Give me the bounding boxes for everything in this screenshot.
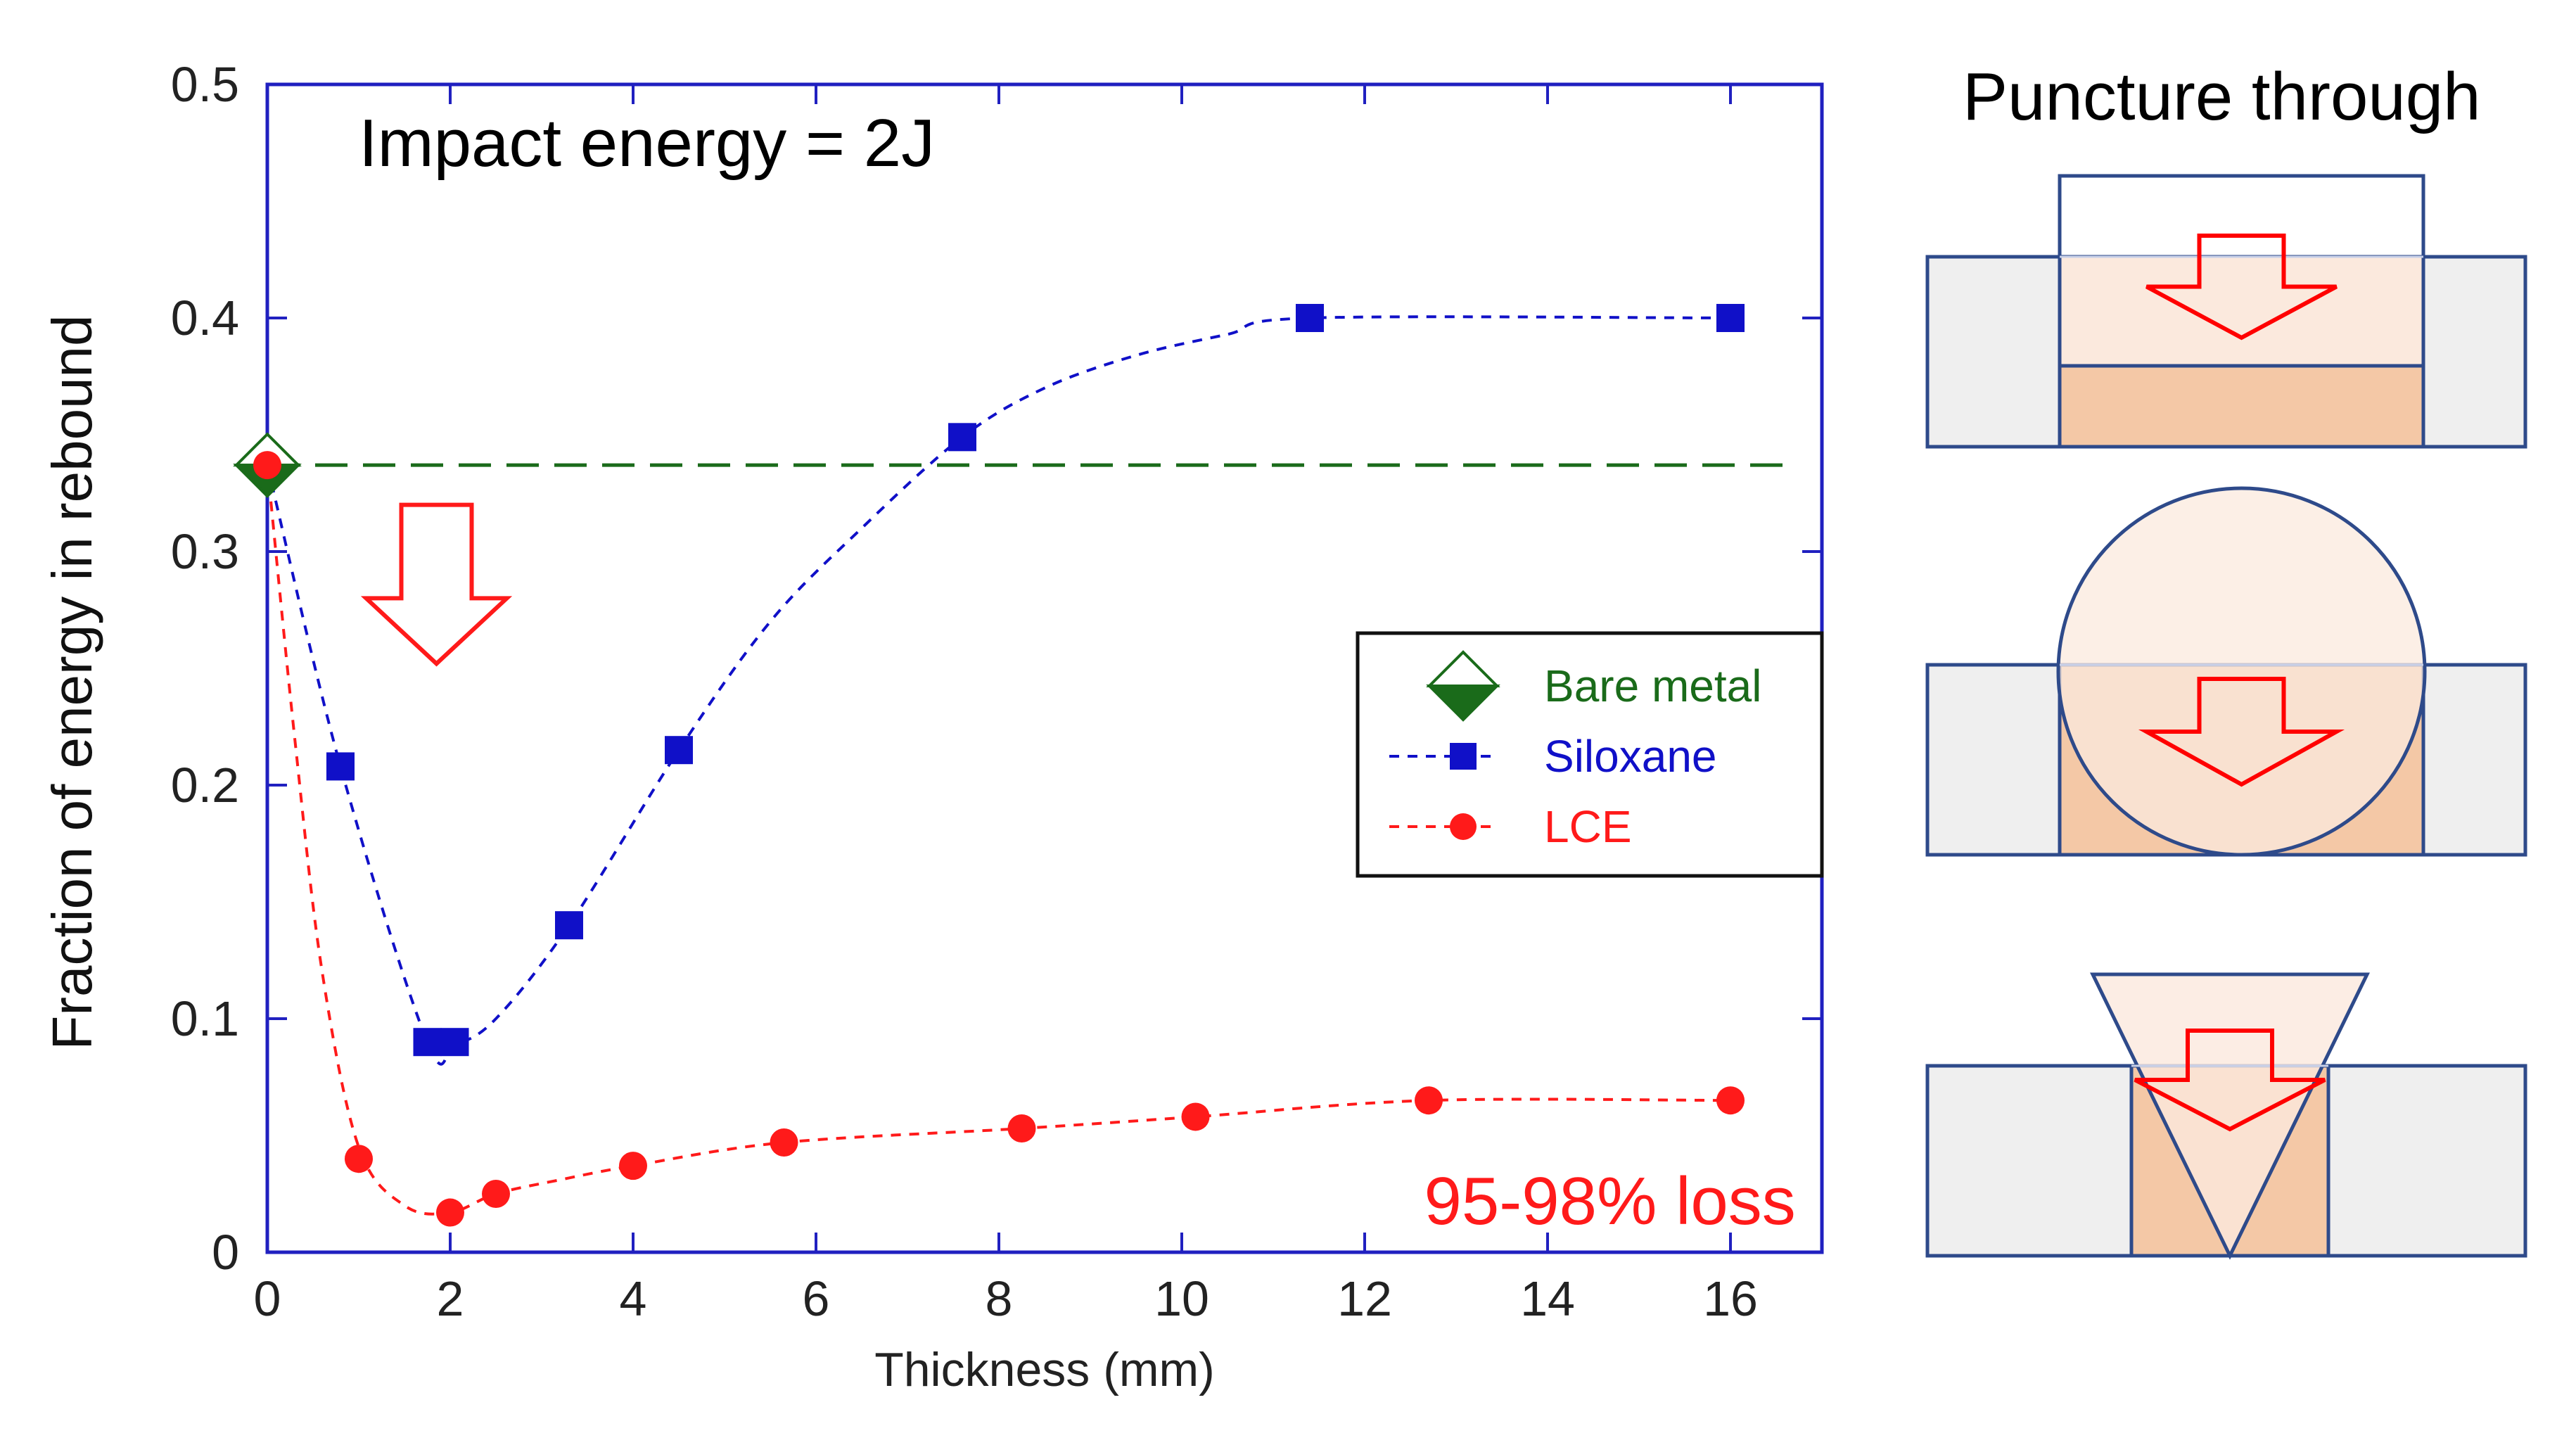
x-tick-label: 4 <box>620 1271 647 1326</box>
legend-marker <box>1450 813 1477 840</box>
axis-tick-labels: 0 2 4 6 8 10 12 14 16 0 0.1 0.2 0.3 0.4 0.5 <box>171 57 1758 1326</box>
diagram-cone <box>1925 972 2527 1260</box>
annotation-impact-energy: Impact energy = 2J <box>359 106 935 181</box>
annotation-loss: 95-98% loss <box>1424 1164 1796 1239</box>
down-arrow-icon <box>2145 234 2338 340</box>
lce-point <box>482 1180 510 1208</box>
flat-punch-indenter <box>2058 174 2425 449</box>
legend: Bare metal Siloxane LCE <box>1356 631 1824 878</box>
series-curves <box>266 315 1785 1216</box>
x-axis-label: Thickness (mm) <box>874 1343 1215 1396</box>
legend-marker <box>1426 650 1500 722</box>
y-tick-label: 0.5 <box>171 57 239 112</box>
siloxane-point <box>665 736 693 765</box>
lce-point <box>619 1152 647 1180</box>
lce-point <box>253 451 281 480</box>
legend-label: Siloxane <box>1544 731 1717 782</box>
y-tick-label: 0.3 <box>171 524 239 579</box>
siloxane-point <box>555 911 583 940</box>
x-tick-label: 14 <box>1520 1271 1575 1326</box>
diagram-sphere <box>1925 486 2527 857</box>
lce-point <box>1181 1102 1210 1131</box>
siloxane-fit-line <box>266 315 1731 1066</box>
legend-marker <box>1450 743 1477 770</box>
legend-item: Siloxane <box>1389 731 1717 782</box>
siloxane-point <box>326 752 355 781</box>
x-tick-label: 0 <box>254 1271 281 1326</box>
lce-point <box>770 1128 798 1157</box>
siloxane-point <box>1716 304 1745 332</box>
siloxane-point <box>413 1028 442 1057</box>
legend-label: LCE <box>1544 801 1632 852</box>
legend-item: LCE <box>1389 801 1632 852</box>
side-panel: Puncture through <box>1925 59 2527 1260</box>
lce-point <box>1415 1086 1443 1115</box>
x-tick-label: 12 <box>1337 1271 1392 1326</box>
siloxane-point <box>948 423 976 452</box>
x-tick-label: 8 <box>986 1271 1013 1326</box>
x-tick-label: 10 <box>1154 1271 1209 1326</box>
sample <box>2058 364 2425 449</box>
chart: 0 2 4 6 8 10 12 14 16 0 0.1 0.2 0.3 0.4 0.5 Thickness … <box>41 57 1824 1396</box>
x-tick-label: 16 <box>1703 1271 1758 1326</box>
series-markers <box>233 304 1745 1227</box>
lce-point <box>436 1198 464 1227</box>
legend-item: Bare metal <box>1426 650 1761 722</box>
diagram-flat-punch <box>1925 174 2527 449</box>
down-arrow-icon <box>2138 677 2345 787</box>
sphere-indenter <box>2056 486 2427 857</box>
y-axis-label: Fraction of energy in rebound <box>41 314 103 1050</box>
x-tick-label: 2 <box>437 1271 464 1326</box>
siloxane-point <box>440 1028 469 1057</box>
y-tick-label: 0.2 <box>171 758 239 813</box>
lce-point <box>345 1145 373 1173</box>
legend-box <box>1356 631 1824 878</box>
lce-point <box>1716 1086 1745 1115</box>
y-tick-label: 0.1 <box>171 991 239 1046</box>
cone-indenter <box>2090 972 2370 1260</box>
side-panel-title: Puncture through <box>1963 59 2481 134</box>
down-arrow-icon <box>2134 1029 2326 1132</box>
x-tick-label: 6 <box>803 1271 830 1326</box>
lce-point <box>1007 1114 1036 1143</box>
y-tick-label: 0.4 <box>171 291 239 345</box>
down-arrow-icon <box>360 502 513 667</box>
siloxane-point <box>1296 304 1324 332</box>
lce-fit-line <box>266 464 1731 1216</box>
y-tick-label: 0 <box>212 1225 239 1280</box>
legend-label: Bare metal <box>1544 661 1761 711</box>
